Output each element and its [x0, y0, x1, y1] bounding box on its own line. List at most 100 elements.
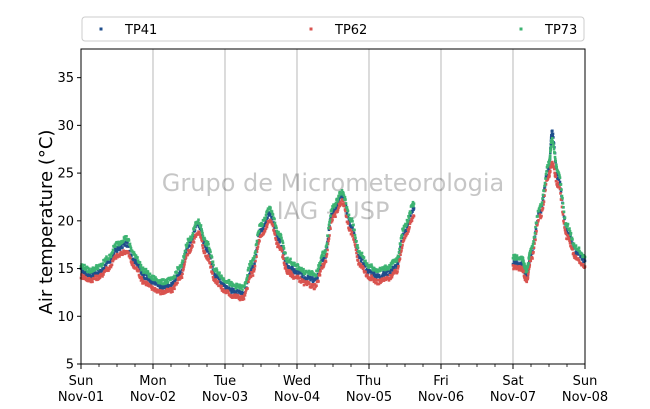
data-point	[282, 261, 286, 265]
data-point	[83, 266, 87, 270]
data-point	[328, 218, 332, 222]
data-point	[536, 220, 540, 223]
data-point	[518, 267, 522, 271]
data-point	[244, 281, 248, 285]
data-point	[322, 258, 325, 262]
data-point	[149, 282, 153, 286]
data-point	[374, 273, 377, 277]
x-tick-date: Nov-03	[202, 390, 248, 405]
data-point	[179, 277, 182, 280]
data-point	[320, 253, 324, 257]
data-point	[531, 257, 534, 260]
data-point	[322, 254, 326, 257]
data-point	[162, 278, 165, 281]
data-point	[346, 209, 350, 213]
data-point	[88, 277, 92, 281]
data-point	[395, 271, 399, 275]
data-point	[202, 241, 205, 245]
data-point	[92, 269, 95, 273]
data-point	[401, 243, 404, 247]
data-point	[219, 276, 222, 279]
data-points	[79, 129, 587, 302]
data-point	[401, 229, 405, 232]
data-point	[345, 211, 349, 215]
data-point	[371, 274, 375, 277]
data-point	[246, 274, 249, 277]
data-point	[407, 216, 411, 220]
data-point	[356, 246, 360, 250]
data-point	[218, 271, 221, 275]
data-point	[370, 270, 374, 274]
data-point	[168, 276, 171, 280]
data-point	[186, 252, 190, 256]
data-point	[130, 254, 133, 257]
data-point	[173, 287, 176, 291]
x-tick-day: Thu	[356, 374, 381, 389]
data-point	[555, 163, 558, 167]
legend: TP41 TP62 TP73	[81, 16, 585, 42]
data-point	[133, 261, 137, 265]
data-point	[152, 275, 156, 278]
data-point	[560, 188, 563, 191]
data-point	[582, 260, 585, 264]
data-point	[271, 222, 274, 226]
data-point	[134, 257, 137, 261]
data-point	[372, 280, 376, 284]
data-point	[409, 214, 412, 218]
data-point	[526, 276, 530, 279]
data-point	[562, 221, 566, 225]
data-point	[240, 290, 244, 294]
data-point	[395, 264, 398, 267]
data-point	[329, 214, 332, 218]
data-point	[256, 245, 260, 248]
data-point	[556, 174, 559, 177]
data-point	[305, 283, 309, 287]
data-point	[538, 206, 541, 210]
data-point	[132, 257, 136, 261]
data-point	[91, 266, 95, 269]
data-point	[196, 232, 200, 236]
data-point	[552, 147, 556, 151]
data-point	[551, 160, 554, 164]
data-point	[402, 238, 406, 242]
data-point	[98, 268, 102, 272]
x-tick-date: Nov-06	[418, 390, 464, 405]
data-point	[207, 252, 211, 255]
data-point	[212, 271, 216, 275]
data-point	[152, 282, 156, 285]
data-point	[521, 268, 525, 272]
data-point	[560, 205, 564, 209]
data-point	[190, 235, 194, 239]
data-point	[300, 266, 303, 270]
data-point	[115, 250, 119, 253]
data-point	[119, 250, 123, 254]
data-point	[399, 243, 402, 246]
data-point	[146, 276, 149, 280]
data-point	[98, 274, 101, 278]
data-point	[359, 260, 363, 263]
data-point	[364, 259, 367, 263]
data-point	[229, 289, 233, 292]
data-point	[540, 203, 543, 207]
data-point	[318, 273, 322, 277]
data-point	[149, 280, 152, 284]
data-point	[396, 270, 399, 273]
data-point	[189, 235, 192, 239]
series-TP73	[511, 136, 587, 274]
data-point	[339, 196, 342, 199]
data-point	[540, 201, 544, 204]
data-point	[308, 282, 311, 286]
y-tick-label: 20	[57, 214, 74, 229]
data-point	[230, 287, 234, 290]
data-point	[300, 278, 304, 281]
data-point	[83, 263, 86, 267]
data-point	[560, 198, 563, 201]
data-point	[258, 239, 261, 243]
data-point	[324, 250, 327, 253]
data-point	[134, 254, 138, 257]
data-point	[210, 262, 214, 266]
data-point	[226, 281, 229, 285]
data-point	[214, 275, 218, 279]
data-point	[332, 211, 335, 215]
